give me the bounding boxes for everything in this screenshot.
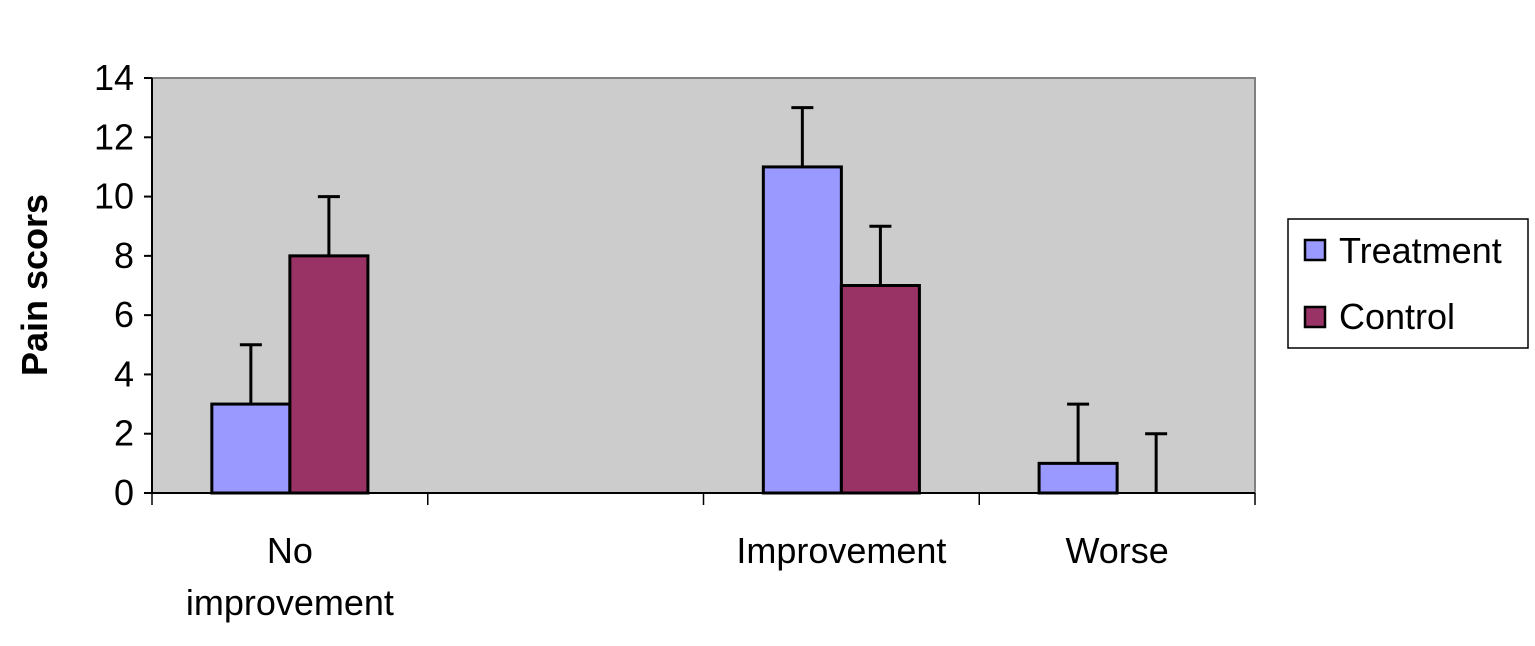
y-tick-label: 14 [94, 57, 134, 98]
y-axis: 0 2 4 6 8 10 12 14 [94, 57, 153, 513]
legend-label-control: Control [1339, 296, 1455, 337]
bar-control [288, 254, 370, 495]
bar-treatment [1037, 461, 1119, 495]
y-tick-label: 8 [114, 235, 134, 276]
y-tick-label: 12 [94, 116, 134, 157]
x-tick-label: Worse [1065, 530, 1168, 571]
legend-swatch-treatment [1303, 238, 1327, 262]
bars [210, 106, 1168, 495]
x-axis: No improvement Improvement Worse [151, 492, 1256, 623]
x-tick-label: improvement [186, 582, 394, 623]
x-tick-label: No [267, 530, 313, 571]
y-tick-label: 2 [114, 413, 134, 454]
legend-label-treatment: Treatment [1339, 230, 1502, 271]
x-tick-label: Improvement [736, 530, 946, 571]
y-tick-label: 10 [94, 176, 134, 217]
bar-control [839, 284, 921, 495]
y-tick-label: 6 [114, 294, 134, 335]
y-tick-label: 4 [114, 353, 134, 394]
y-axis-label: Pain scors [14, 194, 55, 376]
legend-swatch-control [1303, 305, 1327, 329]
bar-treatment [210, 402, 292, 495]
bar-treatment [761, 165, 843, 495]
legend: Treatment Control [1287, 218, 1529, 349]
legend-box [1287, 218, 1529, 349]
y-tick-label: 0 [114, 472, 134, 513]
